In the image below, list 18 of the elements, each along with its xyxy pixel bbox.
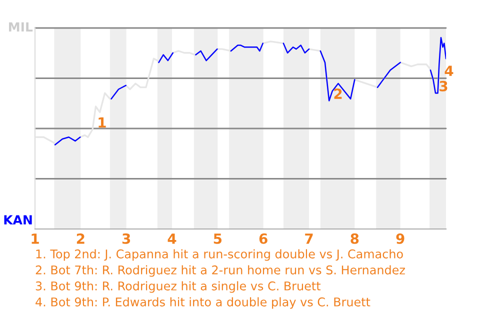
x-tick-label: 2 <box>76 233 84 244</box>
x-tick-label: 1 <box>32 234 39 244</box>
text: 3. Bot 9th: R. Rodriguez hit a single vs C. Bruett <box>36 281 321 293</box>
text: 4. Bot 9th: P. Edwards hit into a double play vs C. Bruett <box>36 297 370 309</box>
x-tick-label: 3 <box>122 233 130 244</box>
x-tick-label: 6 <box>259 233 268 244</box>
x-tick-label: 5 <box>214 234 222 244</box>
annotation: 3 <box>440 80 448 92</box>
x-tick-label: 7 <box>305 234 313 244</box>
text: 2. Bot 7th: R. Rodriguez hit a 2-run home run vs S. Hernandez <box>36 265 405 277</box>
annotation: 1 <box>98 117 106 128</box>
x-tick-label: 4 <box>168 234 176 244</box>
annotation: 4 <box>444 66 454 76</box>
text: 1. Top 2nd: J. Capanna hit a run-scoring double vs J. Camacho <box>36 249 403 261</box>
x-tick-label: 9 <box>396 233 404 244</box>
annotation: 2 <box>334 88 342 99</box>
text: KAN <box>4 215 32 224</box>
x-tick-label: 8 <box>350 233 359 244</box>
